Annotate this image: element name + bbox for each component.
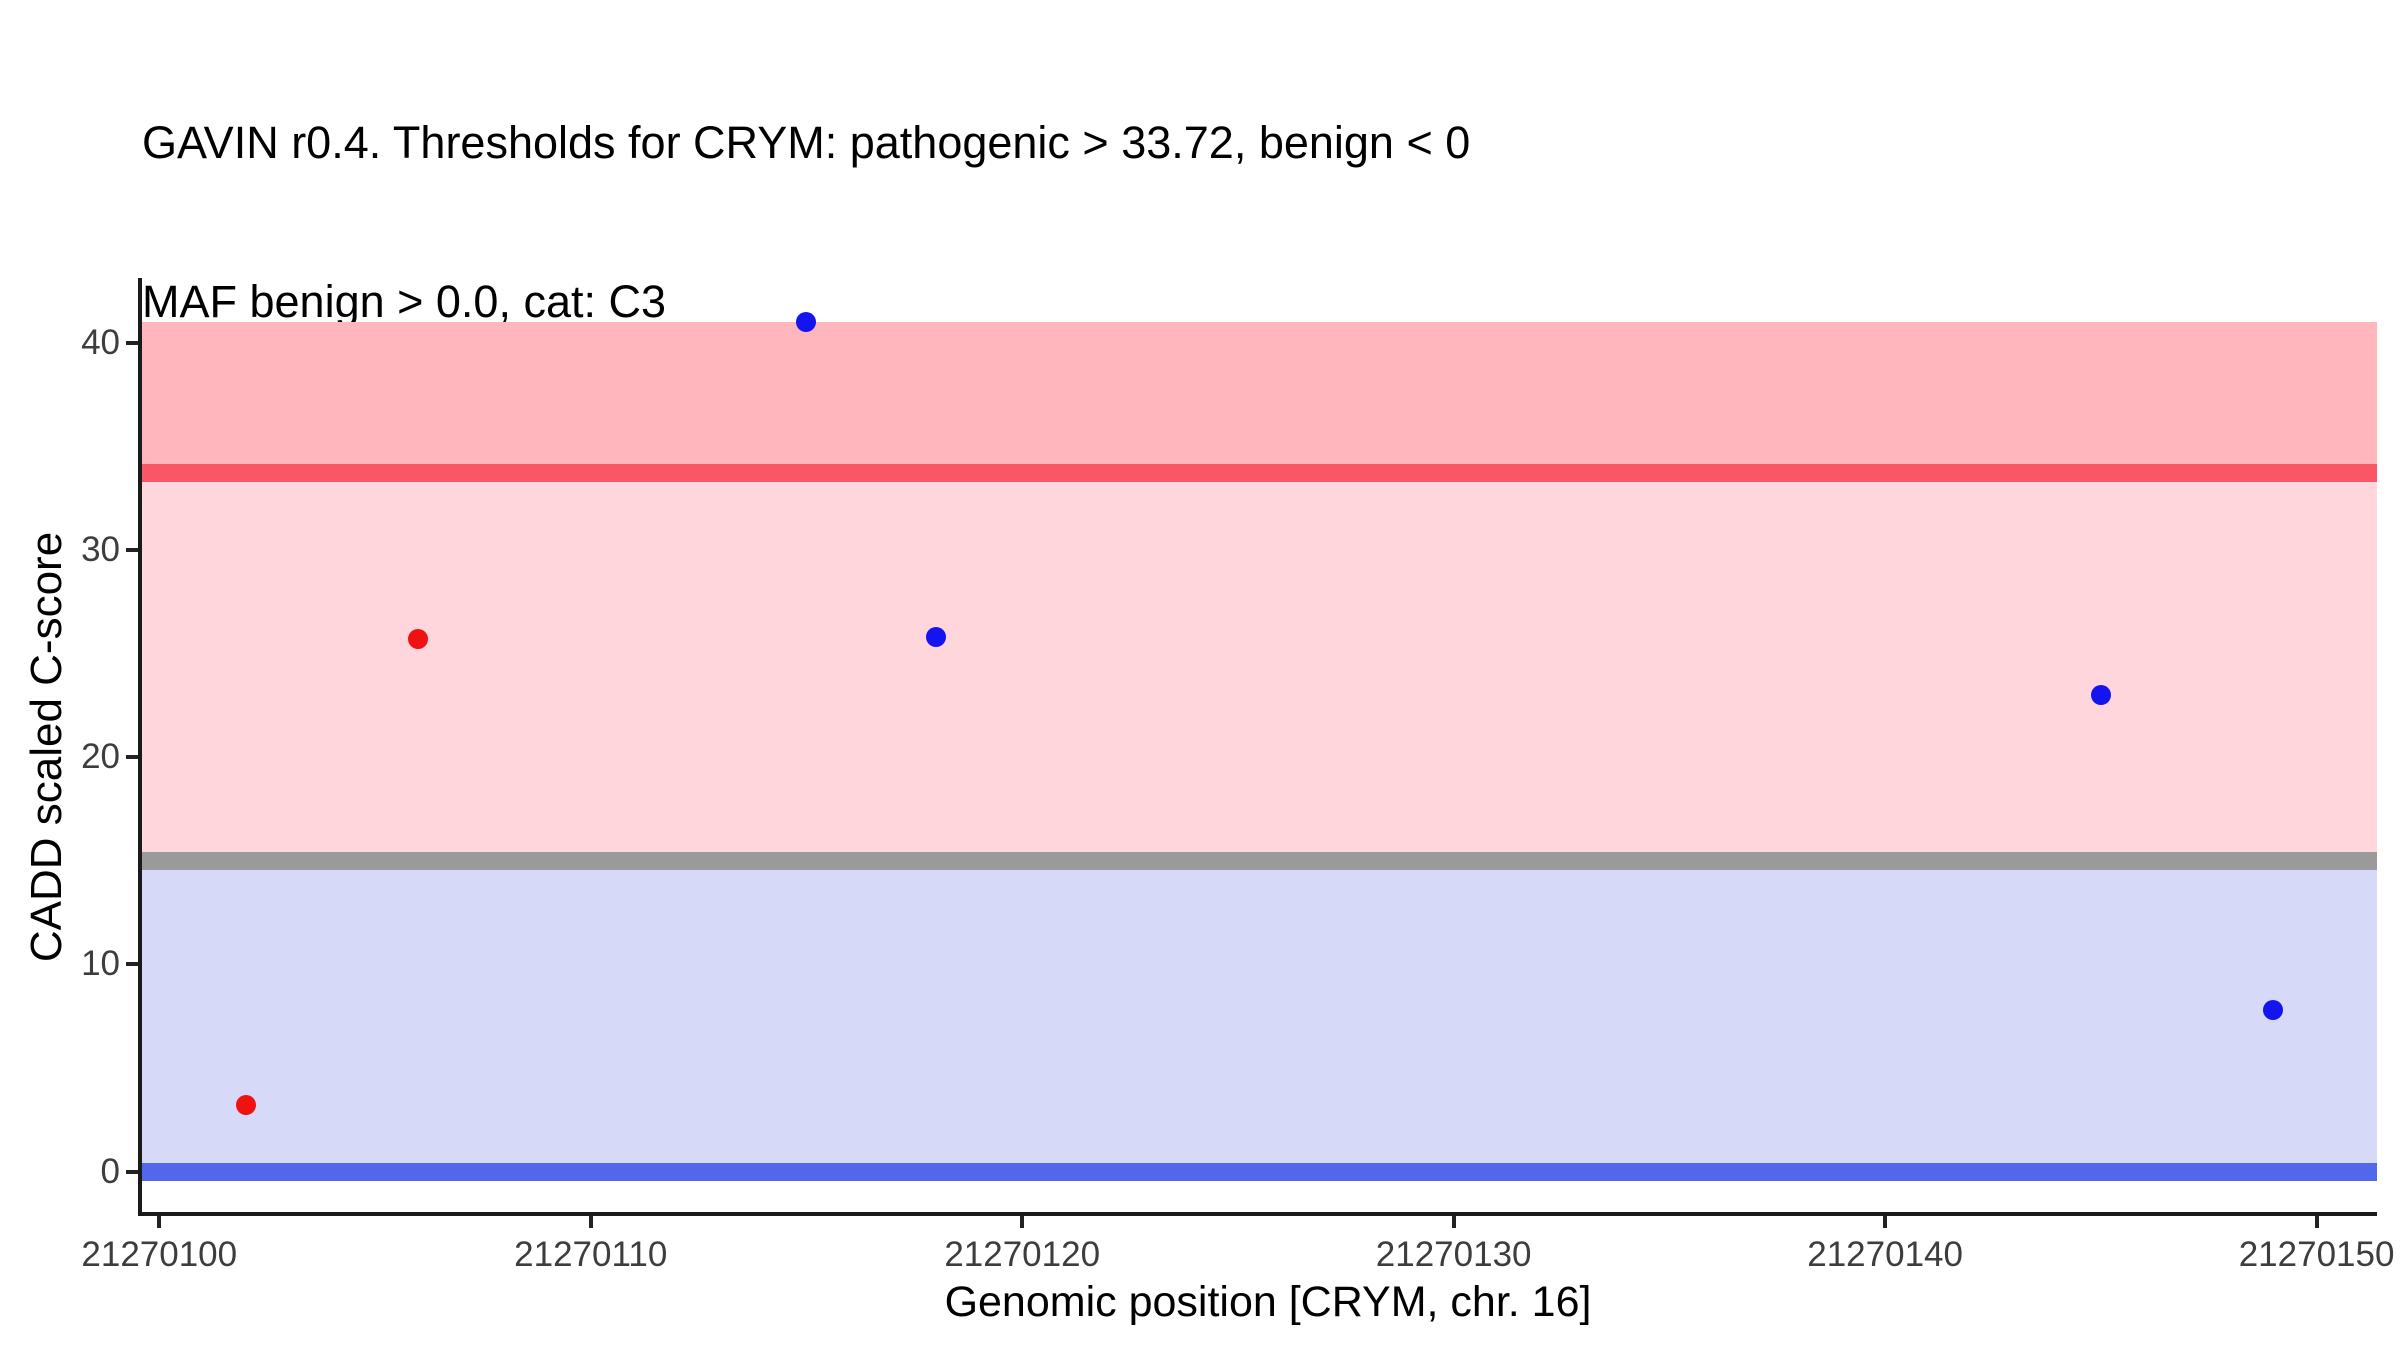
pathogenic-threshold-line xyxy=(142,464,2377,483)
benign-threshold-line xyxy=(142,1162,2377,1181)
data-point-red xyxy=(408,629,429,650)
x-tick-mark xyxy=(1451,1216,1456,1228)
x-tick-label: 21270110 xyxy=(514,1235,668,1274)
x-tick-mark xyxy=(2314,1216,2319,1228)
x-tick-mark xyxy=(588,1216,593,1228)
data-point-blue xyxy=(2090,685,2111,706)
x-tick-label: 21270150 xyxy=(2238,1235,2395,1274)
y-tick-mark xyxy=(126,755,138,760)
x-tick-label: 21270130 xyxy=(1375,1235,1532,1274)
x-tick-label: 21270140 xyxy=(1807,1235,1963,1274)
fallback-threshold-line xyxy=(142,851,2377,870)
x-tick-mark xyxy=(1883,1216,1888,1228)
x-tick-mark xyxy=(1020,1216,1025,1228)
y-tick-mark xyxy=(126,962,138,967)
title-line-2: MAF benign > 0.0, cat: C3 xyxy=(142,276,667,327)
y-axis-line xyxy=(138,278,142,1216)
y-tick-mark xyxy=(126,1169,138,1174)
x-axis-title: Genomic position [CRYM, chr. 16] xyxy=(944,1278,1592,1326)
y-tick-label: 10 xyxy=(81,944,120,984)
data-point-blue xyxy=(2263,1000,2284,1020)
plot-panel xyxy=(142,280,2377,1214)
title-line-1: GAVIN r0.4. Thresholds for CRYM: pathoge… xyxy=(142,117,1471,168)
data-point-blue xyxy=(796,312,817,333)
x-tick-label: 21270120 xyxy=(944,1235,1101,1274)
data-point-blue xyxy=(925,627,946,648)
y-tick-label: 0 xyxy=(100,1151,120,1191)
data-point-red xyxy=(235,1095,256,1116)
y-tick-mark xyxy=(126,548,138,553)
x-axis-line xyxy=(138,1212,2377,1216)
band-benign-region xyxy=(142,860,2377,1172)
y-tick-label: 30 xyxy=(81,530,120,570)
x-tick-label: 21270100 xyxy=(81,1235,238,1274)
band-pathogenic-region xyxy=(142,322,2377,474)
band-uncertain-region xyxy=(142,473,2377,861)
x-tick-mark xyxy=(157,1216,162,1228)
y-tick-label: 20 xyxy=(81,737,120,777)
y-tick-label: 40 xyxy=(81,323,120,363)
y-tick-mark xyxy=(126,341,138,346)
